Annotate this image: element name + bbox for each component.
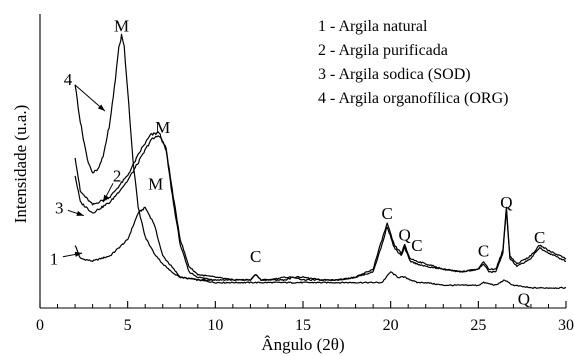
series-line-2 (74, 131, 567, 281)
legend: 1 - Argila natural 2 - Argila purificada… (318, 18, 508, 107)
peak-annotation: M (155, 118, 170, 137)
x-tick-label: 5 (124, 317, 132, 334)
curve-number-label: 1 (50, 249, 59, 268)
curve-pointer-arrowhead (97, 104, 105, 111)
x-tick-label: 15 (295, 317, 311, 334)
series-line-1 (74, 206, 567, 289)
peak-annotation: C (534, 228, 545, 247)
legend-entry-3: 3 - Argila sodica (SOD) (318, 66, 471, 83)
curves-layer (74, 33, 567, 289)
peak-annotation: M (148, 174, 163, 193)
x-tick-label: 10 (207, 317, 223, 334)
legend-entry-1: 1 - Argila natural (318, 18, 428, 35)
curve-labels-layer: 1 2 3 4 (50, 70, 122, 269)
series-line-4 (74, 33, 216, 281)
peak-annotation: Q (500, 193, 512, 212)
axes-frame (39, 14, 566, 309)
legend-entry-4: 4 - Argila organofílica (ORG) (318, 90, 508, 107)
curve-pointer-arrowhead (76, 210, 84, 216)
peak-annotation: C (478, 241, 489, 260)
x-tick-label: 20 (383, 317, 399, 334)
x-tick-label: 30 (558, 317, 574, 334)
curve-pointer-arrowhead (103, 194, 109, 203)
y-axis-label: Intensidade (u.a.) (11, 105, 30, 223)
curve-pointer-arrowhead (74, 251, 83, 257)
curve-number-label: 3 (55, 199, 64, 218)
peak-annotation: Q (399, 225, 411, 244)
peak-annotation: Q (518, 290, 530, 309)
x-tick-label: 25 (470, 317, 486, 334)
peak-annotation: C (250, 247, 261, 266)
x-axis-label: Ângulo (2θ) (261, 335, 344, 354)
x-ticks: 0 5 10 15 20 25 30 (36, 301, 574, 334)
curve-number-label: 2 (113, 166, 122, 185)
peak-annotation: C (381, 204, 392, 223)
curve-number-label: 4 (64, 70, 73, 89)
legend-entry-2: 2 - Argila purificada (318, 42, 448, 59)
peak-annotation: C (411, 236, 422, 255)
peak-annotation: M (114, 16, 129, 35)
x-tick-label: 0 (36, 317, 44, 334)
series-line-3 (74, 135, 566, 282)
